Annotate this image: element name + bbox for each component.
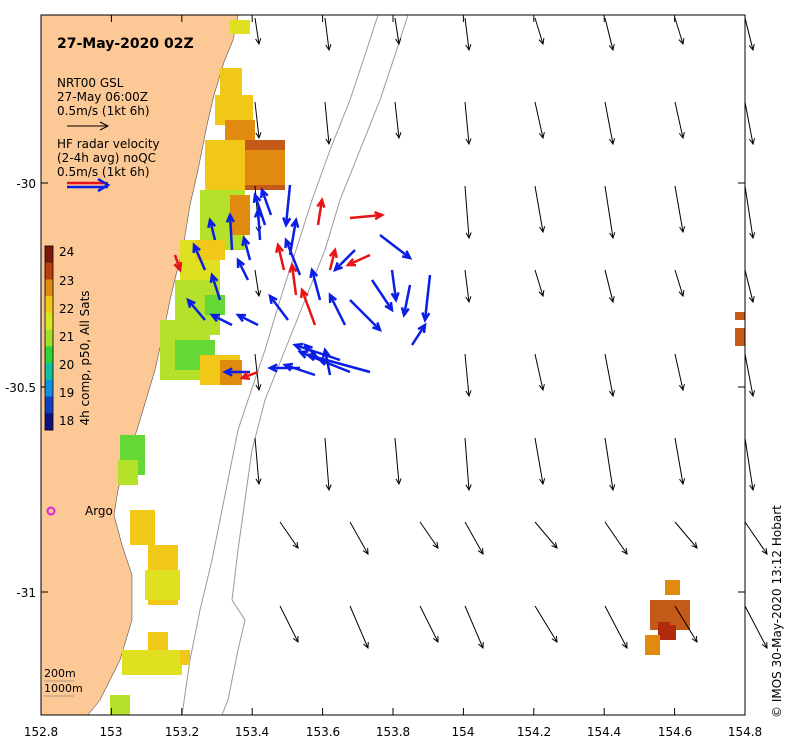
- sst-colorbar: [44, 245, 54, 431]
- y-tick-label: -30.5: [5, 381, 36, 395]
- hf-radar-vectors: [173, 184, 432, 380]
- x-tick-label: 153.2: [165, 725, 199, 739]
- x-tick-label: 154.4: [587, 725, 621, 739]
- radar-vector: [209, 272, 222, 301]
- radar-vector: [400, 284, 412, 318]
- colorbar-tick: 23: [59, 274, 74, 288]
- radar-vector: [300, 287, 317, 326]
- x-tick-label: 153.4: [235, 725, 269, 739]
- radar-vector: [268, 293, 289, 321]
- radar-vector: [321, 347, 332, 376]
- x-tick-label: 154: [452, 725, 475, 739]
- x-tick-label: 154.6: [658, 725, 692, 739]
- colorbar-tick: 22: [59, 302, 74, 316]
- argo-float-marker: [46, 506, 56, 516]
- radar-vector: [349, 299, 383, 333]
- radar-vector: [239, 370, 259, 380]
- sst-pixels: [110, 20, 745, 715]
- radar-vector: [222, 367, 250, 377]
- radar-vector: [421, 274, 432, 323]
- gsl-legend: NRT00 GSL 27-May 06:00Z 0.5m/s (1kt 6h): [57, 76, 150, 118]
- radar-vector: [207, 217, 217, 241]
- y-tick-label: -30: [16, 177, 36, 191]
- x-tick-label: 154.8: [728, 725, 762, 739]
- x-tick-label: 154.2: [517, 725, 551, 739]
- gsl-legend-line: 27-May 06:00Z: [57, 90, 149, 104]
- radar-vector: [236, 257, 250, 281]
- radar-vector: [235, 313, 259, 327]
- x-tick-label: 153.8: [376, 725, 410, 739]
- gsl-vectors: [254, 17, 768, 650]
- radar-legend-line: HF radar velocity: [57, 137, 160, 151]
- radar-vector: [316, 197, 326, 226]
- radar-vector: [275, 242, 286, 271]
- colorbar-tick: 21: [59, 330, 74, 344]
- radar-vector: [390, 269, 400, 303]
- colorbar-tick: 19: [59, 386, 74, 400]
- radar-legend-line: (2-4h avg) noQC: [57, 151, 157, 165]
- radar-vector: [267, 363, 300, 373]
- radar-legend-line: 0.5m/s (1kt 6h): [57, 165, 150, 179]
- radar-vector: [192, 242, 207, 271]
- radar-vector: [209, 313, 233, 327]
- radar-vector: [297, 350, 351, 374]
- colorbar-tick: 24: [59, 245, 74, 259]
- isobath-label: 200m: [44, 667, 76, 680]
- radar-vector: [370, 279, 394, 313]
- radar-vector: [173, 254, 183, 273]
- radar-vector: [345, 253, 371, 267]
- colorbar-tick: 18: [59, 414, 74, 428]
- radar-vector: [349, 211, 385, 221]
- imos-credit: © IMOS 30-May-2020 13:12 Hobart: [770, 505, 784, 718]
- x-tick-label: 153: [100, 725, 123, 739]
- x-tick-label: 152.8: [24, 725, 58, 739]
- argo-label: Argo: [85, 504, 113, 518]
- radar-vector: [332, 249, 356, 273]
- radar-vector: [292, 342, 341, 362]
- x-tick-label: 153.6: [306, 725, 340, 739]
- radar-vector: [284, 237, 302, 276]
- isobath-contours: [181, 14, 409, 716]
- radar-vector: [328, 247, 338, 271]
- isobath-label: 1000m: [44, 682, 83, 695]
- radar-vector: [328, 292, 347, 326]
- gsl-legend-line: NRT00 GSL: [57, 76, 124, 90]
- colorbar-tick: 20: [59, 358, 74, 372]
- radar-legend-arrow: [67, 177, 111, 193]
- colorbar-label: 4h comp, p50, All Sats: [78, 290, 92, 425]
- radar-vector: [225, 212, 235, 251]
- radar-vector: [282, 184, 292, 228]
- radar-vector: [252, 192, 267, 226]
- radar-vector: [241, 235, 252, 261]
- radar-vector: [309, 267, 322, 301]
- map-title: 27-May-2020 02Z: [57, 36, 194, 52]
- radar-vector: [288, 262, 298, 296]
- radar-vector: [379, 234, 413, 260]
- radar-vector: [259, 187, 273, 216]
- gsl-legend-arrow: [67, 121, 110, 131]
- radar-legend: HF radar velocity (2-4h avg) noQC 0.5m/s…: [57, 137, 160, 179]
- gsl-legend-line: 0.5m/s (1kt 6h): [57, 104, 150, 118]
- radar-vector: [410, 322, 427, 346]
- radar-vector: [186, 297, 206, 321]
- radar-vector: [302, 342, 326, 366]
- y-tick-label: -31: [16, 586, 36, 600]
